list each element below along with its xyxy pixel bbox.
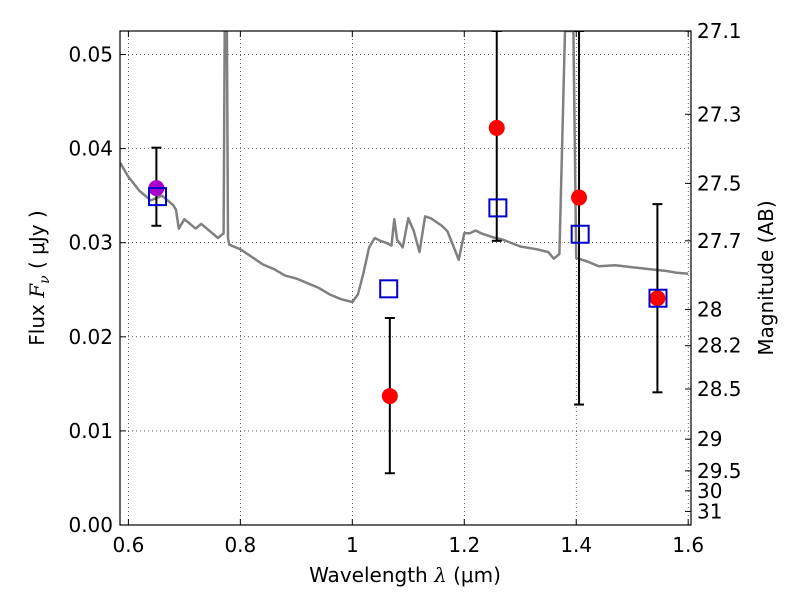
y2-tick-label: 28.2 xyxy=(697,334,742,358)
model-photometry-point xyxy=(148,187,168,207)
x-tick-label: 1 xyxy=(346,533,359,557)
observed-flux-point xyxy=(488,119,505,136)
plot-data xyxy=(120,31,689,475)
x-tick-label: 1.2 xyxy=(448,533,480,557)
y-tick-label: 0.01 xyxy=(68,419,113,443)
y2-tick-label: 27.3 xyxy=(697,102,742,126)
x-tick-label: 0.8 xyxy=(224,533,256,557)
model-photometry-point xyxy=(570,224,590,244)
axis-ticks: 0.6 0.8 1 1.2 1.4 1.6 0.00 0.01 0.02 0.03 0.04 0.05… xyxy=(68,19,741,557)
model-photometry-point xyxy=(648,288,668,308)
y-tick-label: 0.02 xyxy=(68,325,113,349)
y2-tick-label: 31 xyxy=(697,499,722,523)
grid-lines xyxy=(120,31,691,526)
model-photometry-point xyxy=(379,279,399,299)
sed-model-line xyxy=(120,31,689,304)
model-photometry-point xyxy=(488,198,508,218)
y2-tick-label: 27.7 xyxy=(697,229,742,253)
plot-frame xyxy=(119,30,692,526)
y2-tick-label: 28 xyxy=(697,297,722,321)
y-tick-label: 0.00 xyxy=(68,513,113,537)
x-tick-label: 1.4 xyxy=(560,533,592,557)
y-tick-label: 0.03 xyxy=(68,231,113,255)
y-axis-label: Flux Fν ( μJy ) xyxy=(25,210,53,345)
y2-tick-label: 27.5 xyxy=(697,171,742,195)
y2-tick-label: 30 xyxy=(697,479,722,503)
y-tick-label: 0.04 xyxy=(68,137,113,161)
y2-tick-label: 28.5 xyxy=(697,377,742,401)
y2-tick-label: 27.1 xyxy=(697,19,742,43)
x-tick-label: 0.6 xyxy=(112,533,144,557)
y2-axis-label: Magnitude (AB) xyxy=(754,200,778,355)
x-tick-label: 1.6 xyxy=(672,533,704,557)
x-axis-label: Wavelength λ (μm) xyxy=(309,563,501,587)
observed-flux-point xyxy=(381,388,398,405)
observed-flux-point xyxy=(649,290,666,307)
observed-flux-point xyxy=(571,189,588,206)
y2-tick-label: 29 xyxy=(697,427,722,451)
y-tick-label: 0.05 xyxy=(68,43,113,67)
y2-tick-label: 29.5 xyxy=(697,459,742,483)
